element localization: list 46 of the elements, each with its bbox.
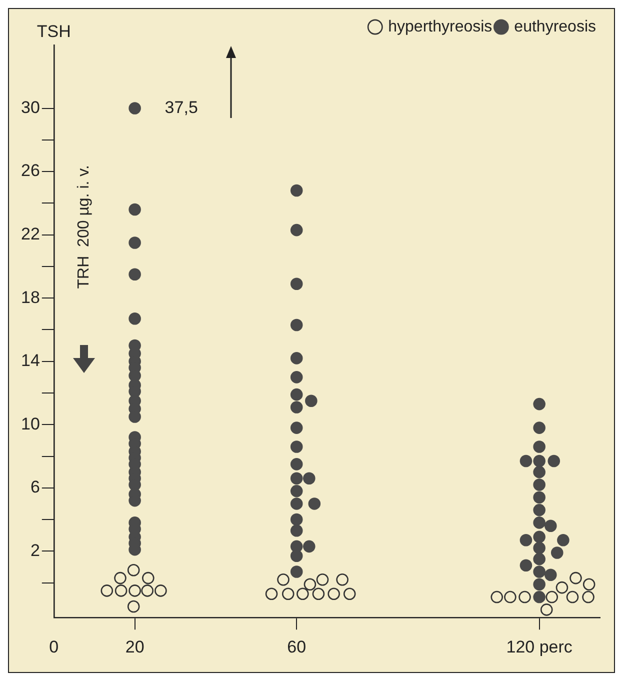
point — [504, 590, 516, 604]
point — [490, 590, 503, 604]
point — [328, 588, 340, 600]
y-tick-label: 26 — [20, 161, 40, 180]
x-tick-label: 20 — [125, 637, 144, 656]
point — [282, 588, 294, 600]
point — [277, 573, 290, 586]
point — [343, 588, 356, 600]
y-tick-label: 30 — [20, 98, 40, 117]
point — [265, 588, 278, 600]
point — [154, 584, 167, 597]
legend-label: euthyreosis — [514, 18, 596, 36]
annotation: 37,5 — [164, 98, 198, 117]
point — [556, 581, 568, 594]
y-tick-label: 10 — [20, 414, 40, 434]
point — [582, 590, 594, 604]
annotation: TRH 200 µg. i. v. — [75, 165, 92, 289]
point — [141, 584, 154, 597]
y-tick-label: 6 — [30, 478, 40, 497]
point — [127, 564, 140, 576]
point — [582, 578, 596, 591]
y-tick-label: 18 — [20, 288, 40, 307]
point — [316, 573, 329, 586]
point — [540, 604, 553, 616]
point — [312, 588, 325, 600]
point — [128, 584, 141, 597]
point — [304, 578, 316, 591]
point — [100, 584, 114, 597]
point — [336, 573, 348, 586]
y-tick-label: 2 — [30, 540, 40, 560]
point — [114, 584, 128, 597]
point — [570, 572, 582, 584]
point — [142, 572, 154, 584]
point — [546, 590, 558, 604]
y-axis-title: TSH — [36, 22, 71, 42]
y-tick-label: 22 — [20, 224, 40, 244]
y-tick-label: 14 — [20, 351, 40, 370]
point — [296, 588, 309, 600]
x-tick-label: 120 perc — [506, 637, 573, 656]
point — [566, 590, 579, 604]
legend-label: hyperthyreosis — [388, 18, 492, 36]
x-tick-label: 0 — [49, 637, 59, 656]
point — [127, 600, 140, 613]
point — [114, 572, 126, 584]
x-tick-label: 60 — [287, 637, 306, 656]
point — [518, 590, 531, 604]
